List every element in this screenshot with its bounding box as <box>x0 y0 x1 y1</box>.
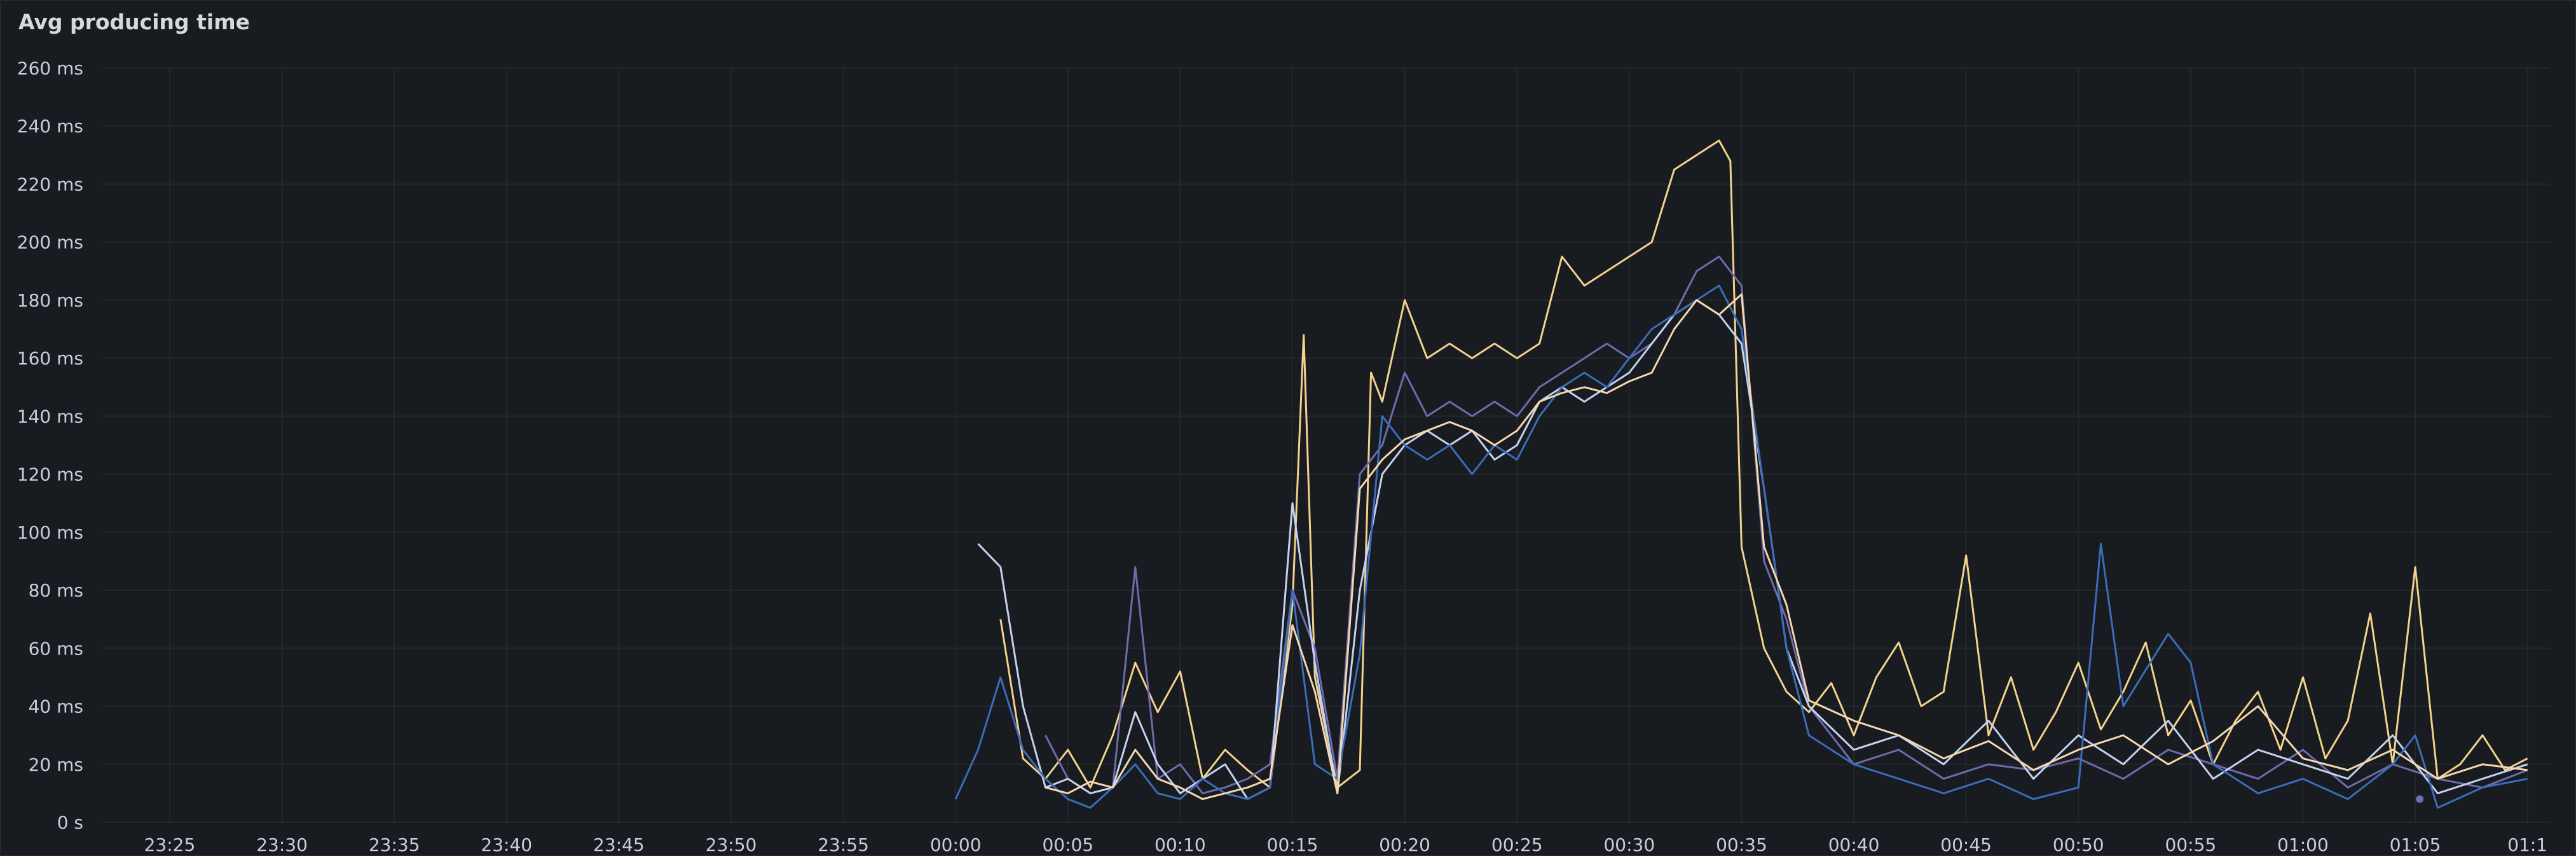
x-tick-label: 23:45 <box>593 834 645 855</box>
x-tick-label: 00:20 <box>1379 834 1430 855</box>
x-tick-label: 00:50 <box>2053 834 2104 855</box>
x-tick-label: 00:55 <box>2165 834 2217 855</box>
data-point[interactable] <box>2416 795 2424 803</box>
series-group <box>954 139 2528 809</box>
x-tick-label: 23:50 <box>706 834 757 855</box>
x-tick-label: 00:30 <box>1603 834 1655 855</box>
x-axis: 23:25 23:30 23:35 23:40 23:45 23:50 23:55 00:00… <box>144 834 2548 855</box>
x-tick-label: 00:40 <box>1828 834 1880 855</box>
x-tick-label: 00:25 <box>1491 834 1543 855</box>
y-axis: 0 s 20 ms 40 ms 60 ms 80 ms 100 ms 120 ms 140 m… <box>17 58 83 833</box>
y-tick-label: 120 ms <box>17 464 83 485</box>
series-line-2[interactable] <box>1045 256 2528 794</box>
y-tick-label: 140 ms <box>17 406 83 427</box>
x-tick-label: 00:10 <box>1154 834 1206 855</box>
y-tick-label: 220 ms <box>17 174 83 195</box>
series-line-3[interactable] <box>977 299 2528 800</box>
x-tick-label: 00:45 <box>1940 834 1992 855</box>
x-tick-label: 00:05 <box>1042 834 1093 855</box>
x-tick-label: 23:25 <box>144 834 196 855</box>
y-tick-label: 60 ms <box>29 638 83 659</box>
y-tick-label: 200 ms <box>17 232 83 253</box>
x-tick-label: 00:00 <box>930 834 982 855</box>
x-tick-label: 01:05 <box>2390 834 2441 855</box>
series-line-5[interactable] <box>1045 293 2528 800</box>
panel-title[interactable]: Avg producing time <box>18 10 250 34</box>
y-tick-label: 260 ms <box>17 58 83 79</box>
x-tick-label: 00:15 <box>1267 834 1319 855</box>
x-tick-label: 01:00 <box>2277 834 2329 855</box>
x-tick-label: 00:35 <box>1716 834 1767 855</box>
grid <box>102 67 2550 823</box>
y-tick-label: 240 ms <box>17 116 83 137</box>
x-tick-label: 23:30 <box>256 834 308 855</box>
y-tick-label: 0 s <box>57 812 83 833</box>
x-tick-label: 23:55 <box>818 834 869 855</box>
y-tick-label: 80 ms <box>29 580 83 601</box>
y-tick-label: 180 ms <box>17 290 83 311</box>
series-line-1[interactable] <box>999 139 2528 789</box>
x-tick-label: 01:1 <box>2507 834 2547 855</box>
y-tick-label: 100 ms <box>17 522 83 543</box>
x-tick-label: 23:35 <box>369 834 420 855</box>
x-tick-label: 23:40 <box>481 834 532 855</box>
series-line-4[interactable] <box>954 284 2528 809</box>
y-tick-label: 40 ms <box>29 696 83 717</box>
y-tick-label: 160 ms <box>17 348 83 369</box>
y-tick-label: 20 ms <box>29 754 83 775</box>
